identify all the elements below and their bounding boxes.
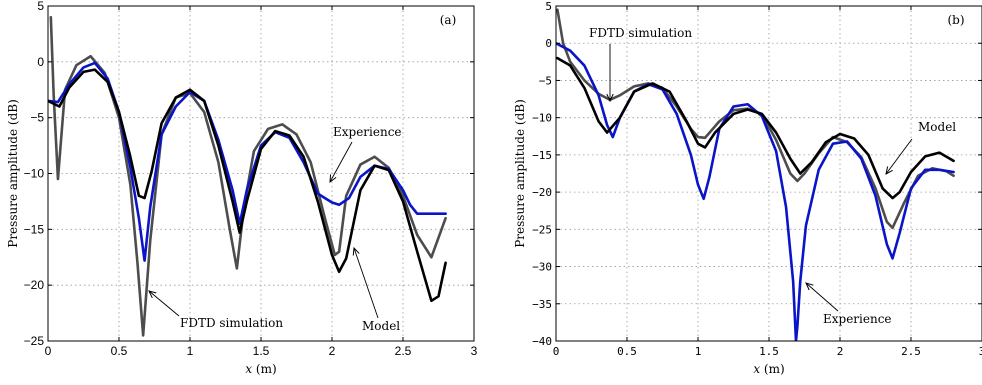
y-axis-title: Pressure amplitude (dB) bbox=[6, 99, 20, 248]
y-tick-label: −25 bbox=[24, 334, 45, 348]
y-tick-label: −5 bbox=[539, 74, 552, 87]
series-line-model bbox=[48, 68, 447, 303]
annotation-experience: Experience bbox=[823, 312, 892, 326]
y-tick-label: −30 bbox=[532, 261, 552, 274]
annotation-experience: Experience bbox=[333, 125, 402, 139]
x-tick-label: 2.5 bbox=[395, 344, 412, 358]
annotation-fdtd: FDTD simulation bbox=[180, 316, 283, 330]
y-tick-label: 5 bbox=[545, 0, 552, 13]
x-tick-label: 2 bbox=[837, 345, 844, 358]
x-tick-label: 2.5 bbox=[901, 345, 921, 358]
y-tick-label: −15 bbox=[532, 149, 552, 162]
x-tick-label: 1 bbox=[187, 344, 194, 358]
annotation-model: Model bbox=[362, 319, 400, 333]
x-axis-title: x (m) bbox=[245, 362, 276, 376]
panel-label: (a) bbox=[440, 13, 457, 27]
x-tick-label: 0 bbox=[553, 345, 560, 358]
y-tick-label: −15 bbox=[24, 222, 45, 236]
y-tick-label: −40 bbox=[532, 335, 552, 348]
y-tick-label: −35 bbox=[532, 298, 552, 311]
chart-panel-a: 0 0.5 1 1.5 2 2.5 3 −25 −20 −15 −10 −5 0 5 x (m) Pressu… bbox=[6, 0, 478, 376]
x-tick-label: 0.5 bbox=[111, 344, 128, 358]
y-tick-label: −20 bbox=[24, 278, 45, 292]
y-tick-label: −20 bbox=[532, 186, 552, 199]
x-tick-label: 1 bbox=[695, 345, 702, 358]
y-tick-label: −5 bbox=[30, 111, 44, 125]
y-tick-label: −25 bbox=[532, 223, 552, 236]
annotation-arrow-fdtd bbox=[149, 291, 180, 317]
y-tick-label: 5 bbox=[37, 0, 44, 13]
y-tick-label: −10 bbox=[24, 167, 45, 181]
annotation-fdtd: FDTD simulation bbox=[589, 26, 692, 40]
x-tick-label: 3 bbox=[471, 344, 478, 358]
x-tick-label: 1.5 bbox=[253, 344, 270, 358]
x-tick-label: 0.5 bbox=[617, 345, 637, 358]
chart-panel-b: 0 0.5 1 1.5 2 2.5 3 −40 −35 −30 −25 −20 −15 −10 −5 0 5 x … bbox=[513, 0, 982, 376]
annotation-arrow-experience bbox=[806, 283, 839, 312]
annotation-model: Model bbox=[918, 120, 956, 134]
y-tick-label: 0 bbox=[37, 55, 44, 69]
y-axis-title: Pressure amplitude (dB) bbox=[513, 99, 527, 248]
x-axis-title: x (m) bbox=[753, 362, 784, 376]
y-tick-label: 0 bbox=[545, 37, 552, 50]
annotation-arrow-model bbox=[886, 138, 913, 174]
annotation-arrow-experience bbox=[330, 141, 353, 182]
panel-label: (b) bbox=[947, 13, 964, 27]
x-tick-label: 3 bbox=[979, 345, 982, 358]
x-tick-label: 1.5 bbox=[759, 345, 779, 358]
x-tick-label: 0 bbox=[45, 344, 52, 358]
annotation-arrow-model bbox=[354, 248, 379, 319]
y-tick-label: −10 bbox=[532, 112, 552, 125]
series-line-model bbox=[556, 56, 955, 200]
series-line-experience bbox=[48, 61, 447, 262]
series-line-fdtd bbox=[49, 15, 447, 337]
x-tick-label: 2 bbox=[329, 344, 336, 358]
